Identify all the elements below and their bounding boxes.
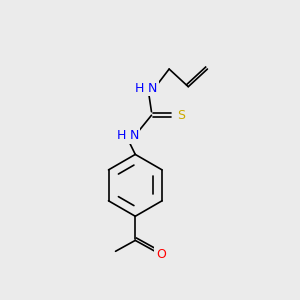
Text: N: N [129, 129, 139, 142]
Text: N: N [148, 82, 157, 95]
Text: H: H [116, 129, 126, 142]
Text: O: O [156, 248, 166, 261]
Text: S: S [178, 109, 185, 122]
Text: H: H [135, 82, 144, 95]
